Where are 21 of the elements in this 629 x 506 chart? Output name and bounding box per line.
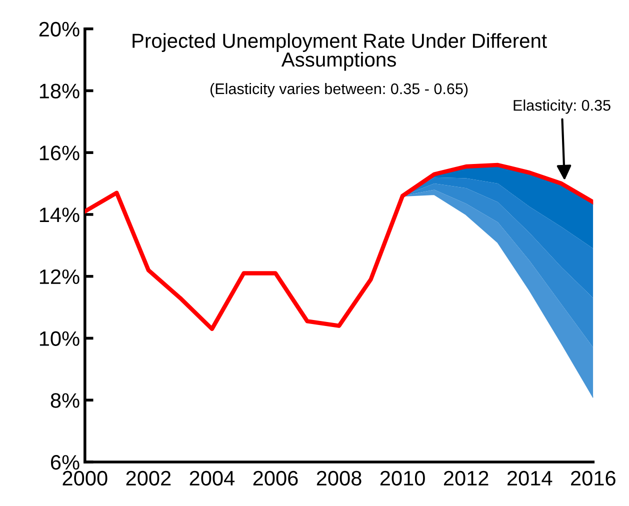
y-tick-label: 16% — [40, 146, 80, 160]
y-tick-label: 18% — [40, 84, 80, 98]
x-tick-label: 2010 — [380, 470, 425, 486]
y-tick-label: 10% — [40, 331, 80, 346]
line-series — [84, 162, 594, 332]
x-tick-label: 2012 — [444, 470, 488, 486]
y-tick-label: 12% — [40, 269, 80, 284]
y-tick-label: 20% — [39, 22, 80, 37]
x-tick-label: 2016 — [571, 470, 616, 486]
x-tick-label: 2004 — [190, 470, 235, 486]
x-tick-label: 2008 — [316, 470, 362, 486]
y-tick-label: 8% — [50, 393, 80, 408]
y-tick-label: 14% — [40, 208, 80, 222]
x-tick-label: 2006 — [253, 470, 298, 486]
y-tick-label: 6% — [51, 454, 80, 470]
text: (Elasticity varies between: 0.35 - 0.65) — [210, 82, 468, 98]
x-tick-label: 2002 — [126, 470, 171, 486]
text: Projected Unemployment Rate Under Different Assumptions — [132, 33, 547, 71]
x-tick-label: 2000 — [62, 470, 108, 486]
x-tick-label: 2014 — [507, 470, 552, 486]
annotation: Elasticity: 0.35 — [514, 100, 610, 114]
